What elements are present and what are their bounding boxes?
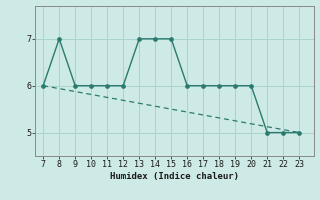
X-axis label: Humidex (Indice chaleur): Humidex (Indice chaleur) <box>110 172 239 181</box>
